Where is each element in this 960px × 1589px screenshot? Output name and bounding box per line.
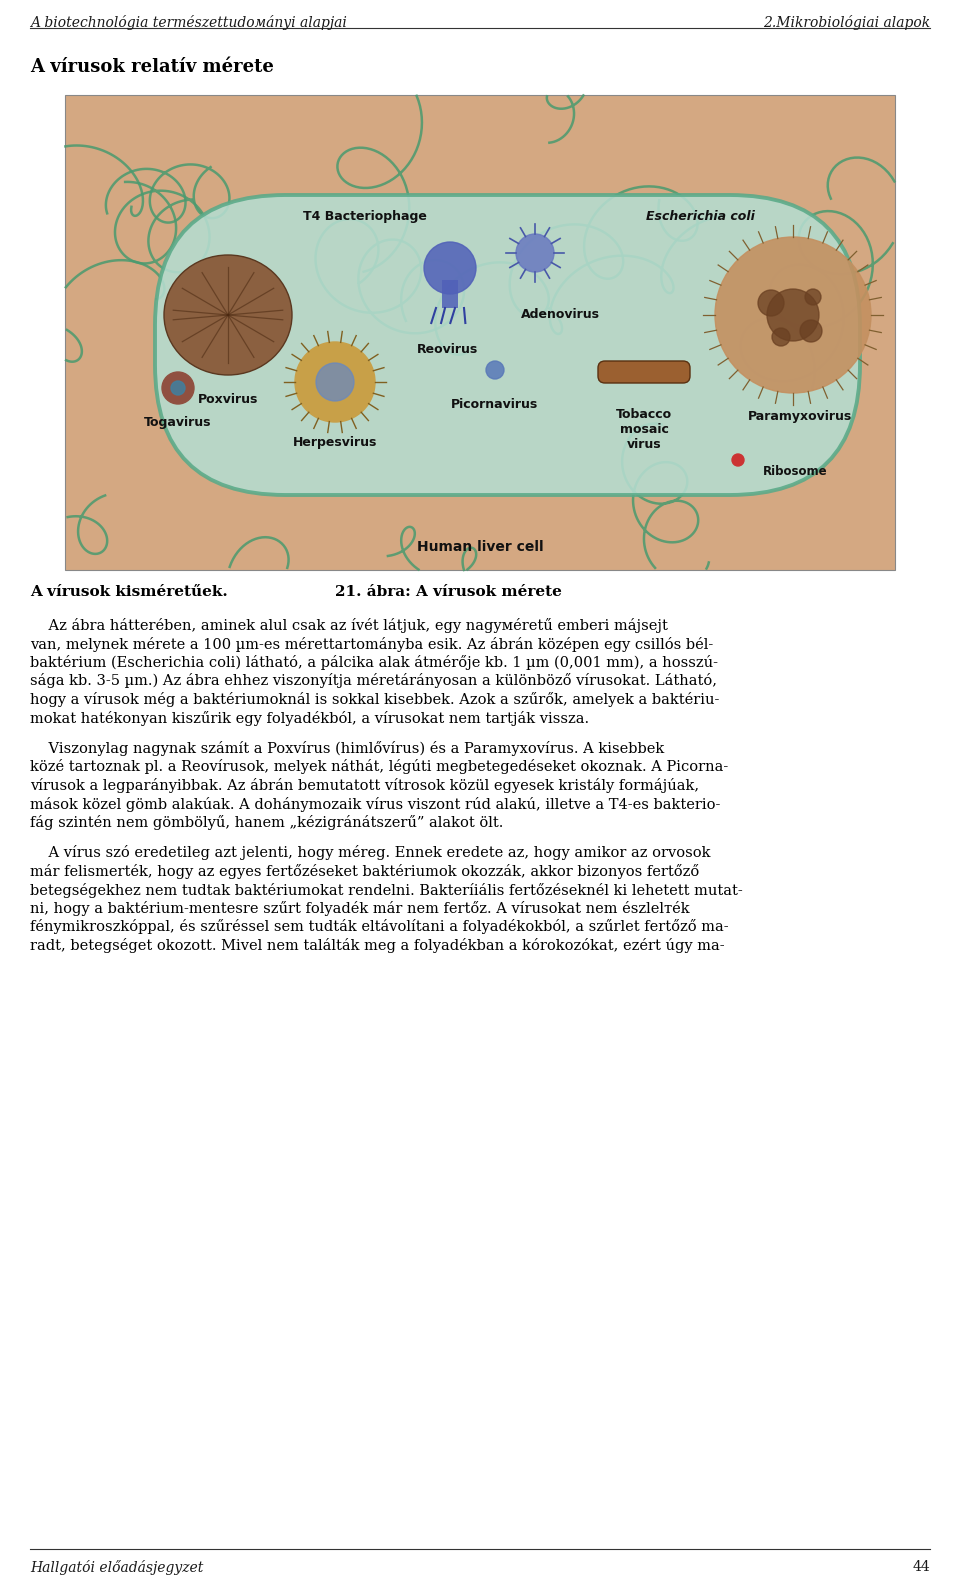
Text: Hallgatói előadásjegyzet: Hallgatói előadásjegyzet	[30, 1560, 204, 1575]
Text: Picornavirus: Picornavirus	[451, 397, 539, 412]
Text: Poxvirus: Poxvirus	[198, 392, 258, 407]
Text: 44: 44	[912, 1560, 930, 1575]
Ellipse shape	[164, 254, 292, 375]
Circle shape	[800, 319, 822, 342]
Text: Az ábra hátterében, aminek alul csak az ívét látjuk, egy nagyмéretű emberi májse: Az ábra hátterében, aminek alul csak az …	[30, 618, 668, 632]
Circle shape	[316, 362, 354, 400]
Text: fág szintén nem gömbölyű, hanem „kézigránátszerű” alakot ölt.: fág szintén nem gömbölyű, hanem „kézigrá…	[30, 815, 503, 829]
Text: betegségekhez nem tudtak baktériumokat rendelni. Bakteríiális fertőzéseknél ki l: betegségekhez nem tudtak baktériumokat r…	[30, 882, 743, 898]
Circle shape	[758, 291, 784, 316]
Text: Togavirus: Togavirus	[144, 416, 212, 429]
Text: Human liver cell: Human liver cell	[417, 540, 543, 555]
FancyBboxPatch shape	[442, 280, 458, 308]
Text: Escherichia coli: Escherichia coli	[645, 210, 755, 222]
Text: 21. ábra: A vírusok mérete: 21. ábra: A vírusok mérete	[335, 585, 562, 599]
Text: Viszonylag nagynak számít a Poxvírus (himlővírus) és a Paramyxovírus. A kisebbek: Viszonylag nagynak számít a Poxvírus (hi…	[30, 740, 664, 756]
Circle shape	[486, 361, 504, 380]
Text: vírusok a legparányibbak. Az ábrán bemutatott vítrosok közül egyesek kristály fo: vírusok a legparányibbak. Az ábrán bemut…	[30, 779, 699, 793]
Text: A vírusok kisméretűek.: A vírusok kisméretűek.	[30, 585, 228, 599]
Text: Ribosome: Ribosome	[763, 466, 828, 478]
Text: hogy a vírusok még a baktériumoknál is sokkal kisebbek. Azok a szűrők, amelyek a: hogy a vírusok még a baktériumoknál is s…	[30, 691, 719, 707]
Text: baktérium (Escherichia coli) látható, a pálcika alak átmérője kb. 1 µm (0,001 mm: baktérium (Escherichia coli) látható, a …	[30, 655, 718, 671]
Circle shape	[772, 327, 790, 346]
Circle shape	[162, 372, 194, 404]
Circle shape	[424, 242, 476, 294]
Text: sága kb. 3-5 µm.) Az ábra ehhez viszonyítja méretárányosan a különböző vírusokat: sága kb. 3-5 µm.) Az ábra ehhez viszonyí…	[30, 674, 717, 688]
Text: Paramyxovirus: Paramyxovirus	[748, 410, 852, 423]
Text: mokat hatékonyan kiszűrik egy folyadékból, a vírusokat nem tartják vissza.: mokat hatékonyan kiszűrik egy folyadékbó…	[30, 710, 589, 726]
Text: Reovirus: Reovirus	[418, 343, 479, 356]
Circle shape	[715, 237, 871, 392]
FancyBboxPatch shape	[598, 361, 690, 383]
Text: T4 Bacteriophage: T4 Bacteriophage	[303, 210, 427, 222]
Circle shape	[171, 381, 185, 396]
Text: Adenovirus: Adenovirus	[520, 308, 599, 321]
Text: Herpesvirus: Herpesvirus	[293, 435, 377, 450]
FancyBboxPatch shape	[65, 95, 895, 570]
Circle shape	[516, 234, 554, 272]
Text: 2.Mikrobiológiai alapok: 2.Mikrobiológiai alapok	[763, 14, 930, 30]
Text: A vírusok relatív mérete: A vírusok relatív mérete	[30, 59, 274, 76]
Text: A vírus szó eredetileg azt jelenti, hogy méreg. Ennek eredete az, hogy amikor az: A vírus szó eredetileg azt jelenti, hogy…	[30, 845, 710, 861]
Circle shape	[295, 342, 375, 423]
Text: közé tartoznak pl. a Reovírusok, melyek náthát, légúti megbetegedéseket okoznak.: közé tartoznak pl. a Reovírusok, melyek …	[30, 760, 729, 774]
FancyBboxPatch shape	[155, 195, 860, 496]
Text: ni, hogy a baktérium-mentesre szűrt folyadék már nem fertőz. A vírusokat nem ész: ni, hogy a baktérium-mentesre szűrt foly…	[30, 901, 689, 915]
Circle shape	[805, 289, 821, 305]
Text: radt, betegséget okozott. Mivel nem találták meg a folyadékban a kórokozókat, ez: radt, betegséget okozott. Mivel nem talá…	[30, 938, 725, 953]
Text: már felismerték, hogy az egyes fertőzéseket baktériumok okozzák, akkor bizonyos : már felismerték, hogy az egyes fertőzése…	[30, 864, 699, 879]
Text: A biotechnológia természettudомányi alapjai: A biotechnológia természettudомányi alap…	[30, 14, 347, 30]
Circle shape	[767, 289, 819, 342]
Text: fénymikroszkóppal, és szűréssel sem tudták eltávolítani a folyadékokból, a szűrl: fénymikroszkóppal, és szűréssel sem tudt…	[30, 920, 729, 934]
Text: van, melynek mérete a 100 µm-es mérettartományba esik. Az ábrán középen egy csil: van, melynek mérete a 100 µm-es mérettar…	[30, 637, 713, 651]
Text: mások közel gömb alakúak. A dohánymozaik vírus viszont rúd alakú, illetve a T4-e: mások közel gömb alakúak. A dohánymozaik…	[30, 796, 720, 812]
Text: Tobacco
mosaic
virus: Tobacco mosaic virus	[616, 408, 672, 451]
Circle shape	[732, 454, 744, 466]
